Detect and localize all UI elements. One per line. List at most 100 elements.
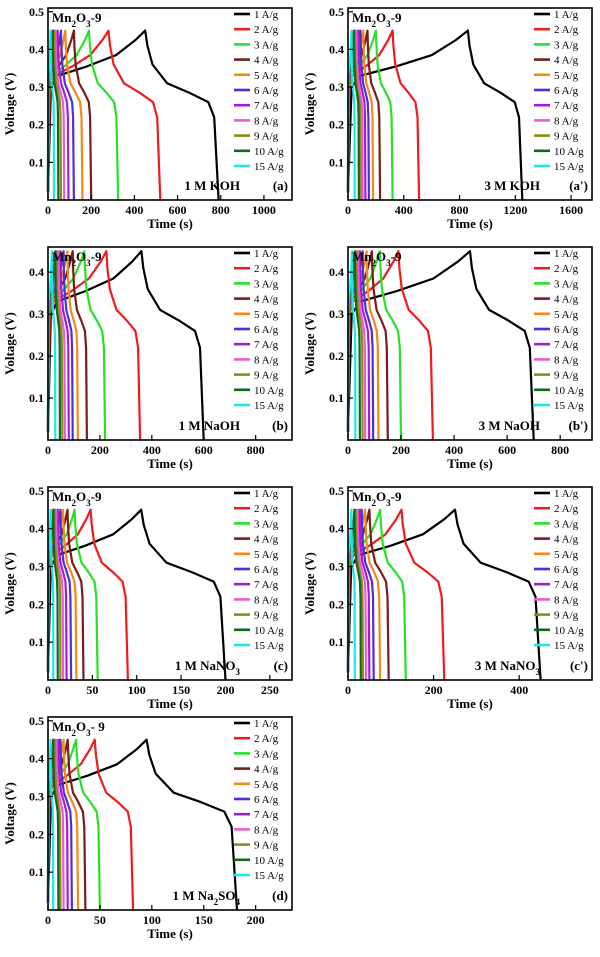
y-tick-label: 0.3 [29,307,44,321]
x-tick-label: 400 [445,443,463,457]
legend-label: 9 A/g [554,610,579,622]
legend: 1 A/g 2 A/g 3 A/g 4 A/g 5 A/g 6 A/g 7 A/g 8 A/g… [234,248,284,412]
legend-label: 5 A/g [254,309,279,321]
panel-label: (b') [569,418,589,433]
legend-label: 7 A/g [254,579,279,591]
y-tick-label: 0.4 [29,42,44,56]
y-axis-title: Voltage (V) [2,782,17,845]
text-part: 2 [372,258,377,268]
x-axis-title: Time (s) [447,216,493,231]
legend-label: 9 A/g [254,610,279,622]
legend-label: 5 A/g [554,309,579,321]
legend-label: 9 A/g [254,840,279,852]
x-axis-title: Time (s) [147,216,193,231]
y-axis-title: Voltage (V) [2,552,17,615]
legend-label: 4 A/g [254,55,279,67]
legend-label: 2 A/g [554,503,579,515]
text-part: 3 [536,667,541,677]
text-part: 2 [72,728,77,738]
y-tick-label: 0.2 [329,118,344,132]
legend: 1 A/g 2 A/g 3 A/g 4 A/g 5 A/g 6 A/g 7 A/g 8 A/g… [234,9,284,173]
text-part: -9 [91,489,102,504]
electrolyte-label: 1 M NaNO3 [175,658,241,677]
x-tick-label: 400 [143,443,161,457]
text-part: 1 M NaNO [175,658,236,673]
text-part: 2 [372,19,377,29]
legend-label: 5 A/g [254,779,279,791]
x-tick-label: 0 [45,683,51,697]
x-tick-label: 250 [261,683,279,697]
panel-d: 0 50 100 150 200 0.1 0.2 0.3 0.4 0.5 Time (s) Volta… [2,714,293,941]
panel-b2: 0 200 400 600 800 0.1 0.2 0.3 0.4 Time (s) Voltage… [302,246,593,471]
text-part: 3 [86,498,91,508]
legend-label: 4 A/g [554,534,579,546]
legend-label: 8 A/g [254,354,279,366]
text-part: 2 [214,897,219,907]
electrolyte-label: 1 M Na2SO4 [172,888,240,907]
text-part: O [376,249,386,264]
x-tick-label: 400 [125,203,143,217]
text-part: 4 [236,897,241,907]
text-part: 3 M NaOH [479,418,540,433]
text-part: 1 M Na [172,888,214,903]
legend-label: 6 A/g [554,85,579,97]
y-tick-label: 0.3 [329,307,344,321]
text-part: 3 M KOH [484,178,540,193]
x-tick-label: 0 [45,443,51,457]
legend-label: 8 A/g [554,354,579,366]
legend-label: 10 A/g [554,385,584,397]
legend-label: 8 A/g [254,115,279,127]
x-tick-label: 0 [45,203,51,217]
x-tick-label: 400 [395,203,413,217]
text-part: -9 [391,10,402,25]
y-tick-label: 0.3 [329,559,344,573]
material-label: Mn2O3- 9 [52,719,105,738]
x-tick-label: 200 [392,443,410,457]
y-tick-label: 0.4 [29,752,44,766]
legend-label: 6 A/g [254,794,279,806]
legend-label: 7 A/g [254,339,279,351]
legend-label: 15 A/g [254,400,284,412]
y-tick-label: 0.3 [29,789,44,803]
text-part: -9 [391,489,402,504]
legend-label: 15 A/g [554,640,584,652]
legend-label: 7 A/g [254,809,279,821]
panel-label: (a) [273,178,288,193]
y-tick-label: 0.2 [329,597,344,611]
electrolyte-label: 1 M KOH [184,178,240,193]
text-part: O [76,249,86,264]
legend-label: 15 A/g [254,640,284,652]
y-axis-title: Voltage (V) [302,312,317,375]
text-part: SO [218,888,235,903]
x-tick-label: 200 [247,913,265,927]
legend-label: 6 A/g [554,324,579,336]
panel-label: (c') [570,658,588,673]
y-axis-title: Voltage (V) [2,312,17,375]
y-axis-title: Voltage (V) [302,552,317,615]
text-part: 3 [86,728,91,738]
x-axis-title: Time (s) [447,456,493,471]
legend: 1 A/g 2 A/g 3 A/g 4 A/g 5 A/g 6 A/g 7 A/g 8 A/g… [534,488,584,652]
legend-label: 3 A/g [254,39,279,51]
legend-label: 1 A/g [254,718,279,730]
legend-label: 6 A/g [254,85,279,97]
text-part: 3 [86,19,91,29]
legend-label: 4 A/g [254,294,279,306]
text-part: - 9 [91,719,106,734]
y-axis-title: Voltage (V) [2,73,17,136]
legend: 1 A/g 2 A/g 3 A/g 4 A/g 5 A/g 6 A/g 7 A/g 8 A/g… [534,9,584,173]
text-part: Mn [52,719,72,734]
legend-label: 9 A/g [254,370,279,382]
legend-label: 6 A/g [554,564,579,576]
x-axis-title: Time (s) [447,696,493,711]
legend-label: 5 A/g [554,70,579,82]
legend-label: 3 A/g [554,278,579,290]
plot-frame [347,486,593,681]
text-part: 2 [72,19,77,29]
legend-label: 1 A/g [254,9,279,21]
legend: 1 A/g 2 A/g 3 A/g 4 A/g 5 A/g 6 A/g 7 A/g 8 A/g… [234,488,284,652]
y-tick-label: 0.4 [329,42,344,56]
legend-label: 1 A/g [254,488,279,500]
text-part: -9 [91,10,102,25]
